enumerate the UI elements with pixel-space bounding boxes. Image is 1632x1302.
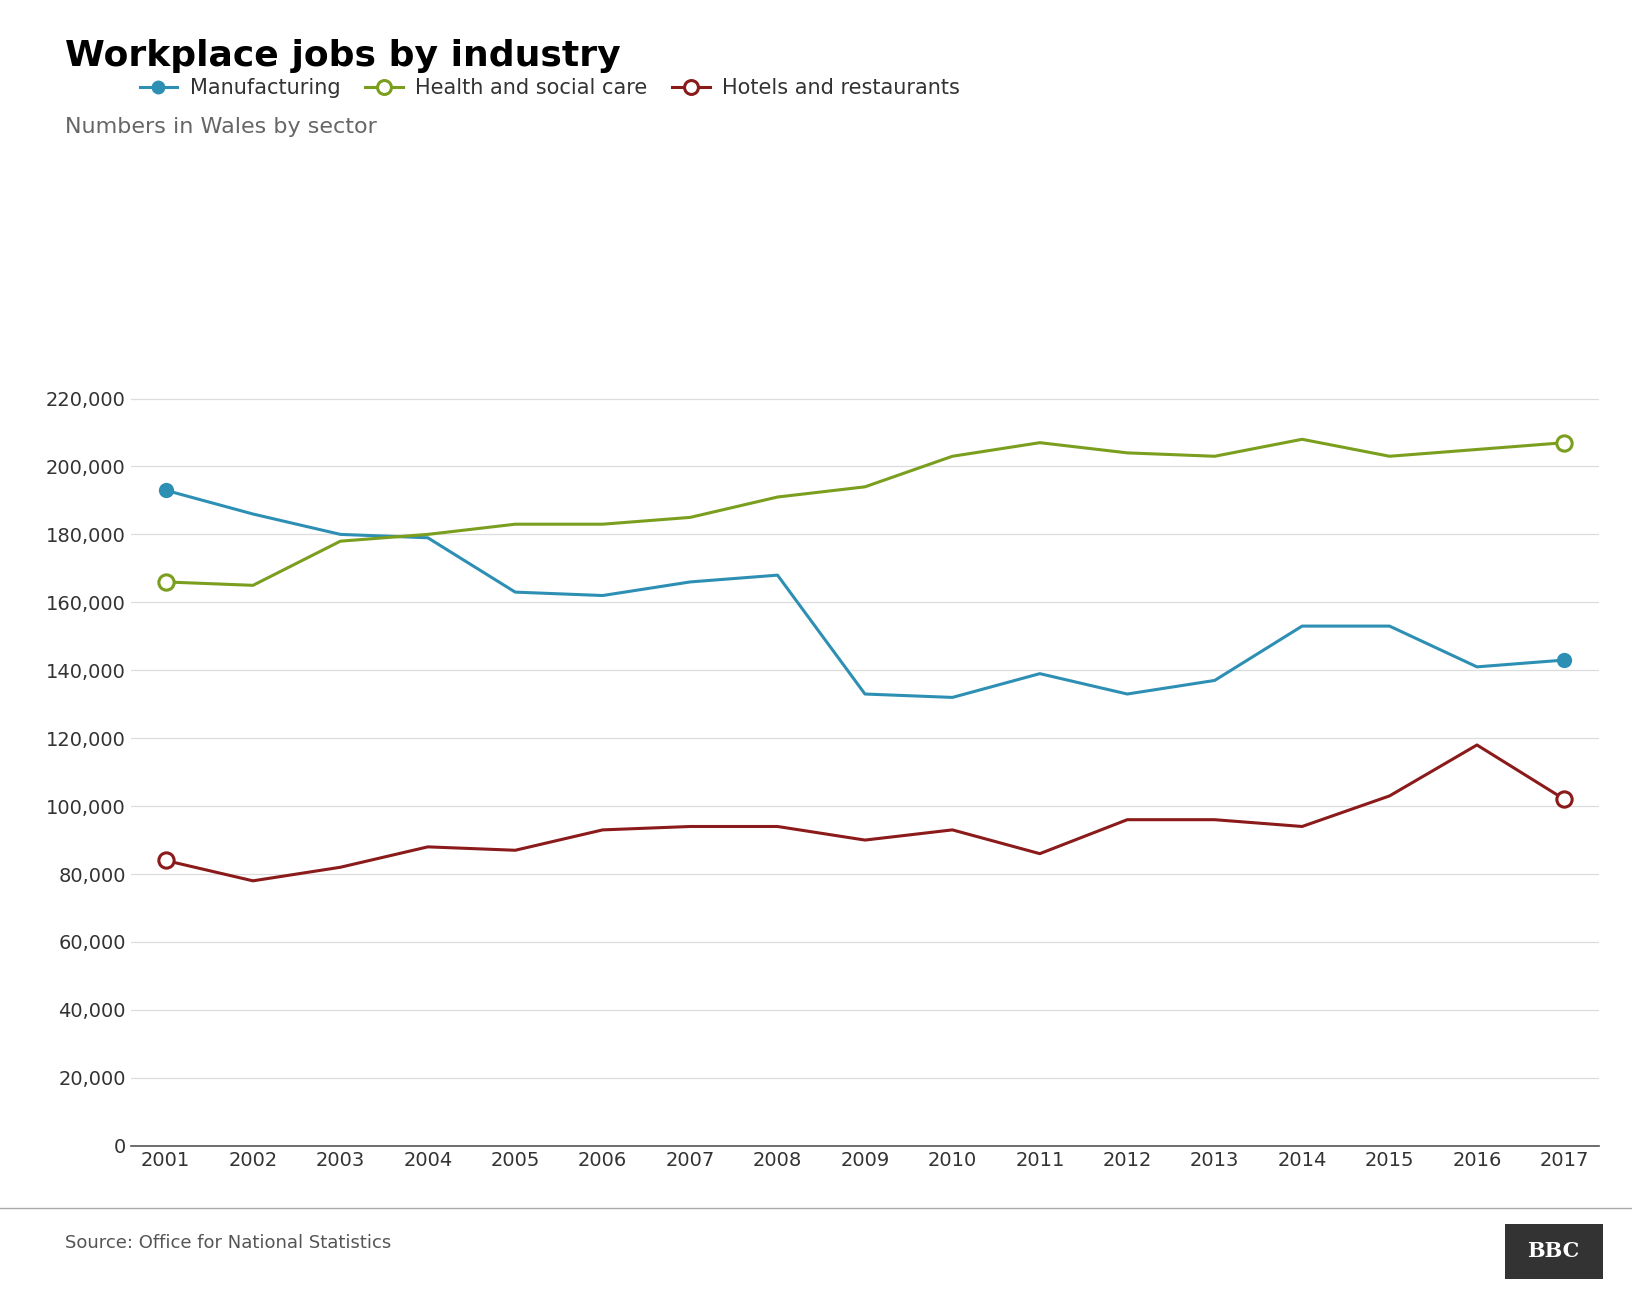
- Text: Workplace jobs by industry: Workplace jobs by industry: [65, 39, 620, 73]
- Text: Source: Office for National Statistics: Source: Office for National Statistics: [65, 1234, 392, 1253]
- Text: BBC: BBC: [1528, 1241, 1580, 1262]
- Legend: Manufacturing, Health and social care, Hotels and restaurants: Manufacturing, Health and social care, H…: [139, 78, 960, 98]
- Text: Numbers in Wales by sector: Numbers in Wales by sector: [65, 117, 377, 137]
